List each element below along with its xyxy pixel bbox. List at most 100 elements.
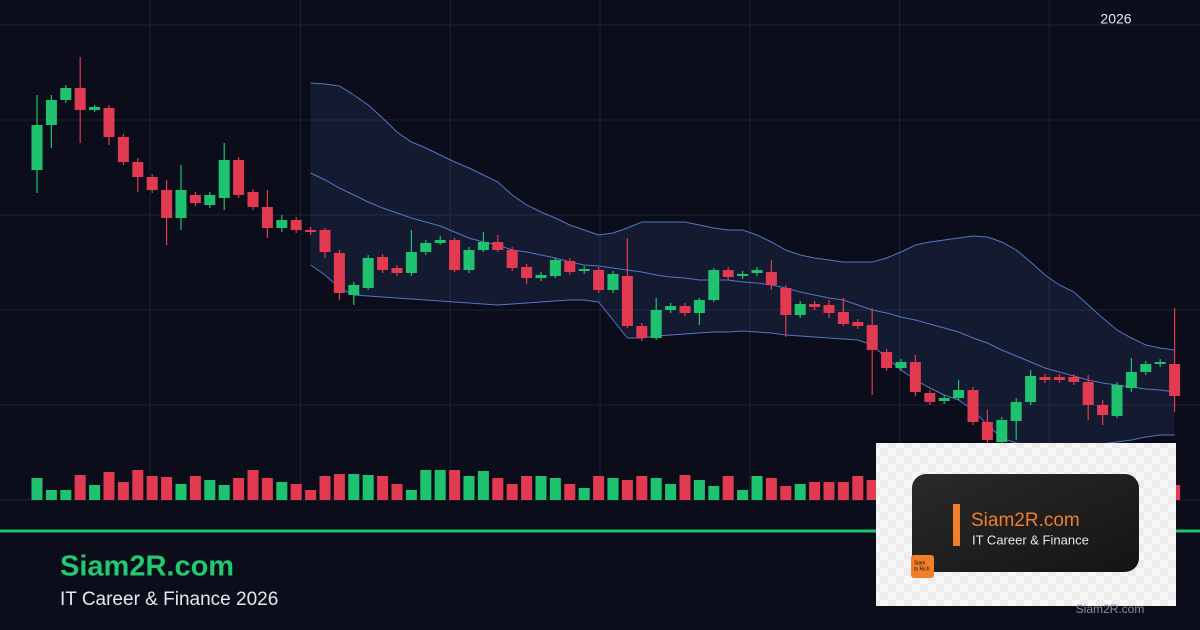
- candle-body: [290, 220, 302, 230]
- volume-bar: [348, 474, 360, 500]
- brand-title: Siam2R.com: [60, 551, 234, 583]
- candle-body: [247, 192, 259, 207]
- volume-bar: [621, 480, 633, 500]
- volume-bar: [722, 476, 734, 500]
- candle-body: [895, 362, 907, 368]
- volume-bar: [708, 486, 720, 500]
- candle-body: [665, 306, 677, 310]
- badge-subtitle: IT Career & Finance: [972, 532, 1089, 547]
- volume-bar: [45, 490, 57, 500]
- badge-title: Siam2R.com: [971, 510, 1080, 531]
- candle-body: [506, 250, 518, 268]
- candle-body: [1053, 377, 1065, 380]
- band-fill: [310, 83, 1175, 445]
- band-line: [310, 172, 1175, 393]
- footer-url: Siam2R.com: [1076, 602, 1145, 616]
- candle-body: [837, 312, 849, 324]
- candle-body: [161, 190, 173, 218]
- volume-bar: [218, 485, 230, 500]
- candle-body: [1068, 377, 1080, 382]
- candle-body: [391, 268, 403, 273]
- candle-body: [477, 242, 489, 250]
- candle-body: [74, 88, 86, 110]
- candle-body: [1010, 402, 1022, 421]
- candle-body: [924, 393, 936, 402]
- volume-bar: [679, 475, 691, 500]
- candle-body: [60, 88, 72, 100]
- candle-body: [362, 258, 374, 288]
- volume-bar: [103, 472, 115, 500]
- volume-bar: [751, 476, 763, 500]
- candle-body: [492, 242, 504, 250]
- candle-body: [1154, 362, 1166, 364]
- candle-body: [621, 276, 633, 326]
- volume-bar: [693, 480, 705, 500]
- volume-bar: [233, 478, 245, 500]
- volume-bar: [521, 476, 533, 500]
- candle-body: [405, 252, 417, 273]
- volume-bar: [146, 476, 158, 500]
- candle-body: [722, 270, 734, 277]
- candle-body: [852, 322, 864, 326]
- volume-bar: [823, 482, 835, 500]
- volume-bar: [377, 476, 389, 500]
- volume-bar: [449, 470, 461, 500]
- volume-bar: [564, 484, 576, 500]
- volume-bar: [535, 476, 547, 500]
- candle-body: [1169, 364, 1181, 396]
- volume-bar: [665, 484, 677, 500]
- volume-bar: [549, 478, 561, 500]
- candle-body: [276, 220, 288, 228]
- candle-body: [593, 270, 605, 290]
- candle-body: [1125, 372, 1137, 388]
- candle-body: [549, 260, 561, 276]
- volume-bar: [852, 476, 864, 500]
- band-line: [310, 82, 1175, 351]
- volume-bar: [247, 470, 259, 500]
- volume-bar: [636, 476, 648, 500]
- volume-bar: [305, 490, 317, 500]
- badge-logo-text: Siam: [914, 560, 925, 566]
- candle-body: [103, 108, 115, 137]
- volume-bar: [809, 482, 821, 500]
- candle-body: [377, 257, 389, 270]
- volume-bar: [794, 484, 806, 500]
- candle-body: [434, 240, 446, 243]
- candle-body: [751, 270, 763, 273]
- candle-body: [564, 261, 576, 272]
- candle-body: [1082, 382, 1094, 405]
- candle-body: [794, 304, 806, 315]
- volume-bar: [837, 482, 849, 500]
- volume-bar: [492, 478, 504, 500]
- volume-bar: [391, 484, 403, 500]
- candle-body: [420, 243, 432, 252]
- badge-card: [912, 474, 1139, 572]
- volume-bar: [31, 478, 43, 500]
- volume-bar: [650, 478, 662, 500]
- candle-body: [765, 272, 777, 285]
- candle-body: [45, 100, 57, 125]
- volume-bar: [175, 484, 187, 500]
- volume-bar: [405, 490, 417, 500]
- volume-bar: [60, 490, 72, 500]
- candle-body: [996, 420, 1008, 442]
- candle-body: [708, 270, 720, 300]
- volume-bar: [477, 471, 489, 500]
- candle-body: [333, 253, 345, 293]
- candle-body: [780, 288, 792, 315]
- candle-body: [449, 240, 461, 270]
- candle-body: [89, 107, 101, 110]
- volume-bar: [204, 480, 216, 500]
- candle-body: [737, 274, 749, 276]
- volume-bar: [276, 482, 288, 500]
- volume-bar: [319, 476, 331, 500]
- candle-body: [348, 285, 360, 295]
- candle-body: [953, 390, 965, 398]
- volume-bar: [189, 476, 201, 500]
- badge-accent: [953, 504, 960, 546]
- candle-body: [823, 305, 835, 313]
- volume-bar: [117, 482, 129, 500]
- volume-bar: [132, 470, 144, 500]
